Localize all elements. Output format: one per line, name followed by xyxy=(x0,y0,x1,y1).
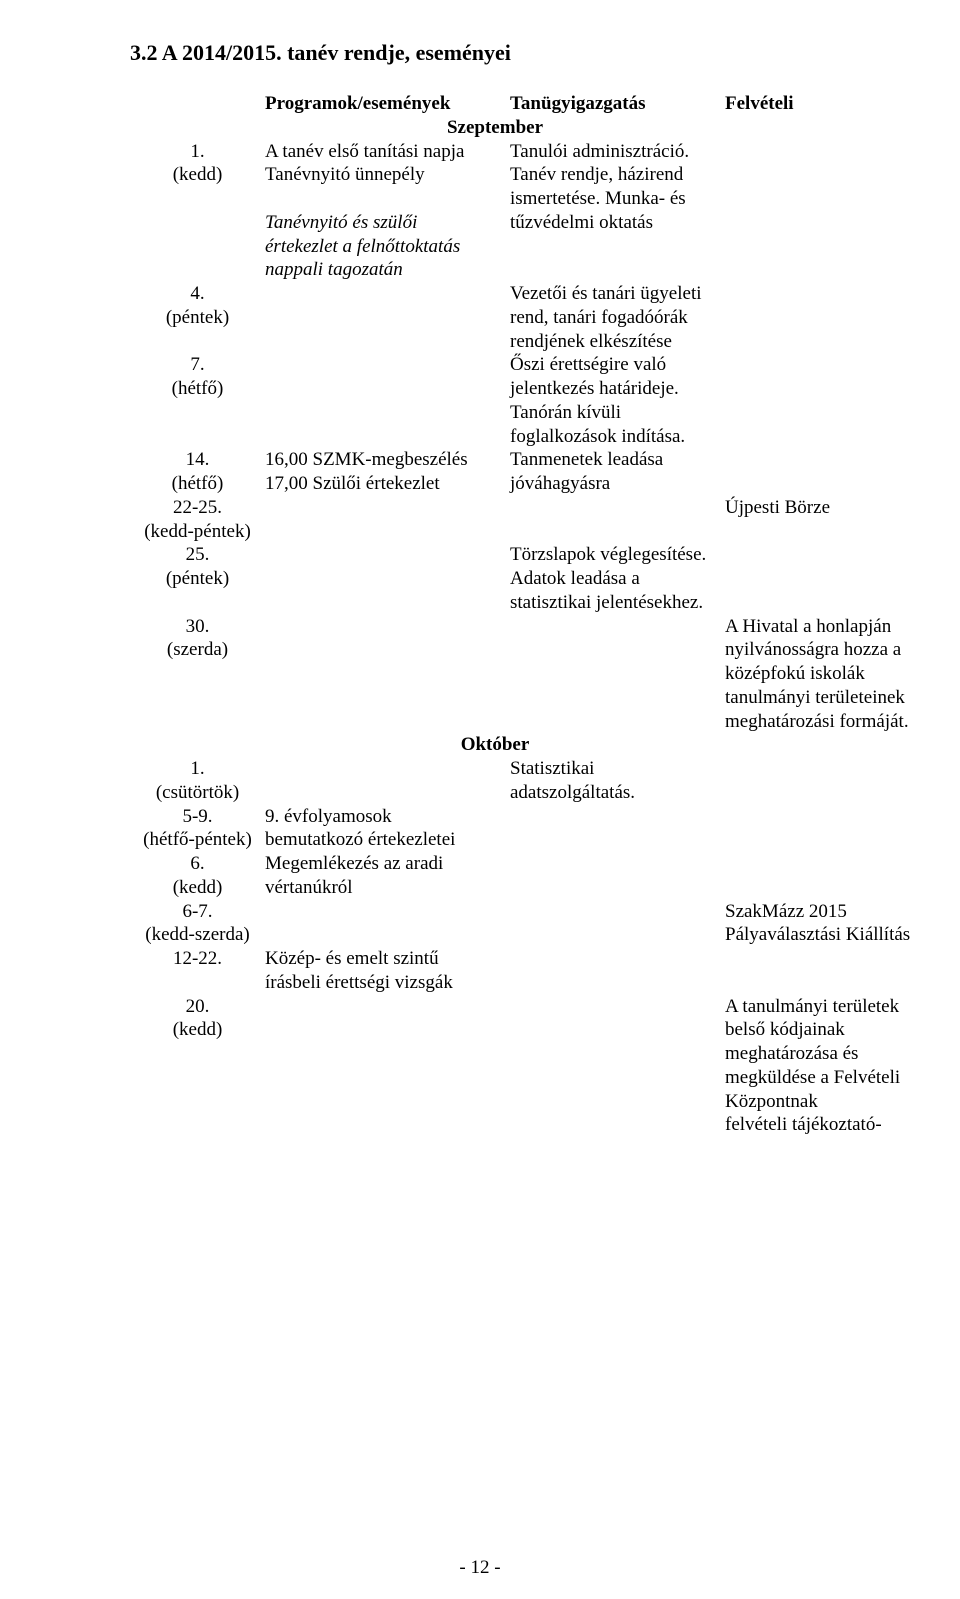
row-oct-20: 20.(kedd) A tanulmányi területek belső k… xyxy=(130,995,930,1138)
schedule-table: Programok/események Tanügyigazgatás Felv… xyxy=(130,92,930,1137)
row-sep-30: 30.(szerda) A Hivatal a honlapján nyilvá… xyxy=(130,615,930,734)
adm-oct-6-7: SzakMázz 2015 Pályaválasztási Kiállítás xyxy=(725,900,930,948)
col-header-admin: Tanügyigazgatás xyxy=(510,92,725,116)
admin-oct-1: Statisztikai adatszolgáltatás. xyxy=(510,757,725,805)
row-oct-6-7: 6-7.(kedd-szerda) SzakMázz 2015 Pályavál… xyxy=(130,900,930,948)
admin-sep-25: Törzslapok véglegesítése. Adatok leadása… xyxy=(510,543,725,614)
admin-sep-14: Tanmenetek leadása jóváhagyásra xyxy=(510,448,725,496)
adm-sep-22-25: Újpesti Börze xyxy=(725,496,930,544)
admin-sep-7: Őszi érettségire való jelentkezés határi… xyxy=(510,353,725,448)
page-number: - 12 - xyxy=(0,1557,960,1579)
row-sep-22-25: 22-25.(kedd-péntek) Újpesti Börze xyxy=(130,496,930,544)
month-oct-label: Október xyxy=(265,733,725,757)
date-oct-12-22: 12-22. xyxy=(130,947,265,995)
date-oct-6: 6.(kedd) xyxy=(130,852,265,900)
row-sep-7: 7.(hétfő) Őszi érettségire való jelentke… xyxy=(130,353,930,448)
events-sep-14: 16,00 SZMK-megbeszélés17,00 Szülői értek… xyxy=(265,448,510,496)
header-row: Programok/események Tanügyigazgatás Felv… xyxy=(130,92,930,116)
date-sep-25: 25.(péntek) xyxy=(130,543,265,614)
row-sep-14: 14.(hétfő) 16,00 SZMK-megbeszélés17,00 S… xyxy=(130,448,930,496)
col-header-admissions: Felvételi xyxy=(725,92,930,116)
row-sep-1: 1.(kedd) A tanév első tanítási napjaTané… xyxy=(130,140,930,283)
section-heading: 3.2 A 2014/2015. tanév rendje, eseményei xyxy=(130,40,865,66)
admin-sep-1: Tanulói adminisztráció.Tanév rendje, ház… xyxy=(510,140,725,283)
row-oct-5-9: 5-9.(hétfő-péntek) 9. évfolyamosok bemut… xyxy=(130,805,930,853)
month-sep-label: Szeptember xyxy=(265,116,725,140)
month-october: Október xyxy=(130,733,930,757)
date-sep-30: 30.(szerda) xyxy=(130,615,265,734)
row-oct-12-22: 12-22. Közép- és emelt szintű írásbeli é… xyxy=(130,947,930,995)
date-sep-4: 4.(péntek) xyxy=(130,282,265,353)
adm-sep-30: A Hivatal a honlapján nyilvánosságra hoz… xyxy=(725,615,930,734)
row-oct-1: 1.(csütörtök) Statisztikai adatszolgálta… xyxy=(130,757,930,805)
adm-oct-20: A tanulmányi területek belső kódjainak m… xyxy=(725,995,930,1138)
col-header-events: Programok/események xyxy=(265,92,510,116)
date-oct-20: 20.(kedd) xyxy=(130,995,265,1138)
admin-sep-4: Vezetői és tanári ügyeleti rend, tanári … xyxy=(510,282,725,353)
date-oct-6-7: 6-7.(kedd-szerda) xyxy=(130,900,265,948)
events-sep-1b: Tanévnyitó és szülői értekezlet a felnőt… xyxy=(265,212,460,281)
date-oct-5-9: 5-9.(hétfő-péntek) xyxy=(130,805,265,853)
row-sep-4: 4.(péntek) Vezetői és tanári ügyeleti re… xyxy=(130,282,930,353)
date-sep-22-25: 22-25.(kedd-péntek) xyxy=(130,496,265,544)
events-sep-1a: A tanév első tanítási napjaTanévnyitó ün… xyxy=(265,141,464,186)
date-oct-1: 1.(csütörtök) xyxy=(130,757,265,805)
events-oct-12-22: Közép- és emelt szintű írásbeli érettség… xyxy=(265,947,510,995)
date-sep-1: 1.(kedd) xyxy=(130,140,265,283)
row-oct-6: 6.(kedd) Megemlékezés az aradi vértanúkr… xyxy=(130,852,930,900)
events-oct-5-9: 9. évfolyamosok bemutatkozó értekezletei xyxy=(265,805,510,853)
events-oct-6: Megemlékezés az aradi vértanúkról xyxy=(265,852,510,900)
month-september: Szeptember xyxy=(130,116,930,140)
date-sep-7: 7.(hétfő) xyxy=(130,353,265,448)
page-container: 3.2 A 2014/2015. tanév rendje, eseményei… xyxy=(0,0,960,1599)
date-sep-14: 14.(hétfő) xyxy=(130,448,265,496)
row-sep-25: 25.(péntek) Törzslapok véglegesítése. Ad… xyxy=(130,543,930,614)
